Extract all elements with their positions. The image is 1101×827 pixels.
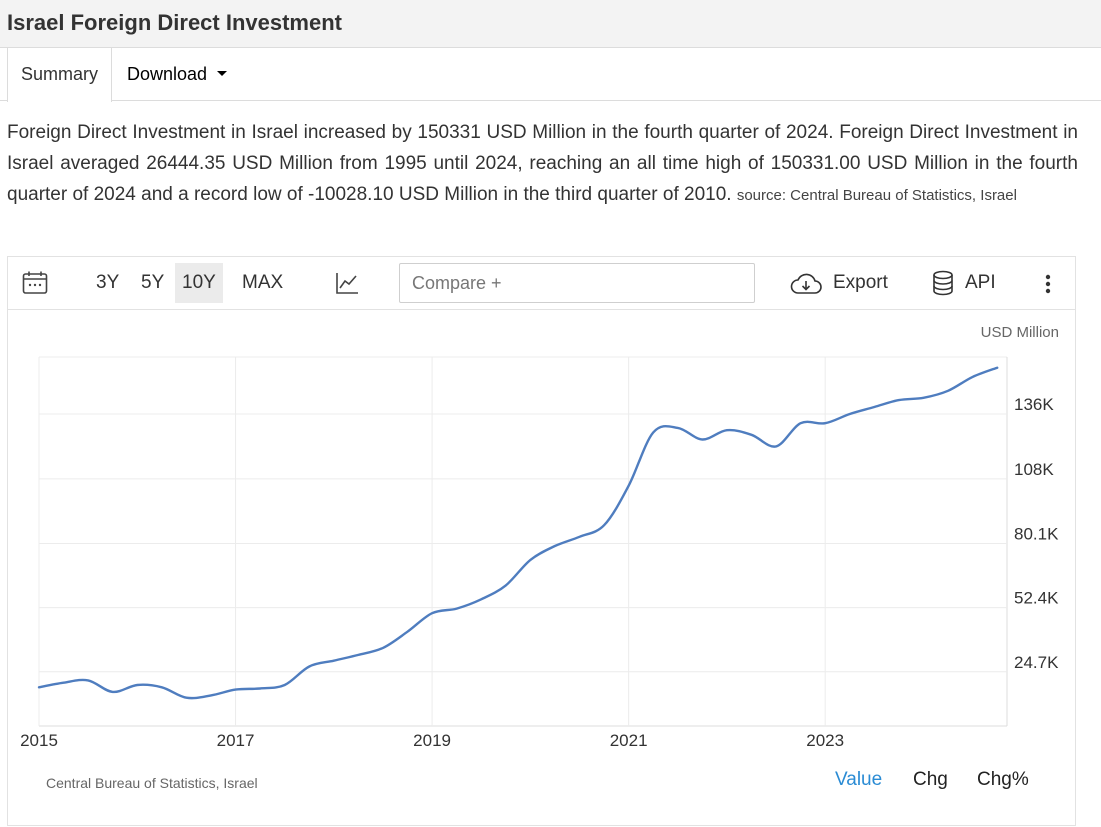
title-bar: Israel Foreign Direct Investment (0, 0, 1101, 48)
view-chg-button[interactable]: Chg (913, 769, 948, 790)
caret-down-icon (217, 70, 228, 76)
x-tick-label: 2019 (413, 731, 451, 750)
x-tick-label: 2021 (610, 731, 648, 750)
download-label: Download (127, 64, 208, 84)
description-source: source: Central Bureau of Statistics, Is… (736, 187, 1017, 204)
y-tick-label: 136K (1014, 395, 1054, 414)
range-3y[interactable]: 3Y (96, 272, 120, 293)
export-button[interactable]: Export (833, 272, 888, 293)
x-tick-label: 2015 (20, 731, 58, 750)
y-tick-label: 108K (1014, 460, 1054, 479)
y-tick-label: 52.4K (1014, 589, 1059, 608)
description: Foreign Direct Investment in Israel incr… (7, 117, 1078, 211)
view-value-button[interactable]: Value (835, 769, 883, 790)
unit-label: USD Million (981, 324, 1059, 341)
y-tick-label: 80.1K (1014, 524, 1059, 543)
tab-bar: Summary Download (0, 48, 1101, 102)
range-5y[interactable]: 5Y (141, 272, 165, 293)
x-tick-label: 2017 (217, 731, 255, 750)
description-text: Foreign Direct Investment in Israel incr… (7, 122, 1078, 205)
chart-toolbar: 3Y 5Y 10Y MAX Export A (8, 257, 1075, 310)
range-max[interactable]: MAX (242, 272, 284, 293)
cloud-download-icon (790, 273, 822, 300)
more-vertical-icon[interactable] (1044, 273, 1052, 300)
series-line (37, 366, 999, 700)
page-title: Israel Foreign Direct Investment (7, 10, 342, 35)
line-chart-icon[interactable] (335, 271, 359, 300)
view-chg-percent-button[interactable]: Chg% (977, 769, 1029, 790)
chart-panel: 3Y 5Y 10Y MAX Export A (7, 256, 1076, 826)
tab-summary[interactable]: Summary (7, 48, 113, 102)
database-icon (932, 270, 954, 301)
x-tick-label: 2023 (806, 731, 844, 750)
api-button[interactable]: API (965, 272, 996, 293)
line-chart: USD Million 24.7K 52.4K 80.1K 108K 136K 2015 2… (20, 324, 1059, 750)
range-10y[interactable]: 10Y (175, 263, 223, 303)
compare-input[interactable] (399, 263, 755, 303)
calendar-icon[interactable] (22, 271, 48, 300)
y-tick-label: 24.7K (1014, 653, 1059, 672)
download-dropdown[interactable]: Download (114, 48, 240, 101)
chart-source: Central Bureau of Statistics, Israel (46, 775, 258, 791)
